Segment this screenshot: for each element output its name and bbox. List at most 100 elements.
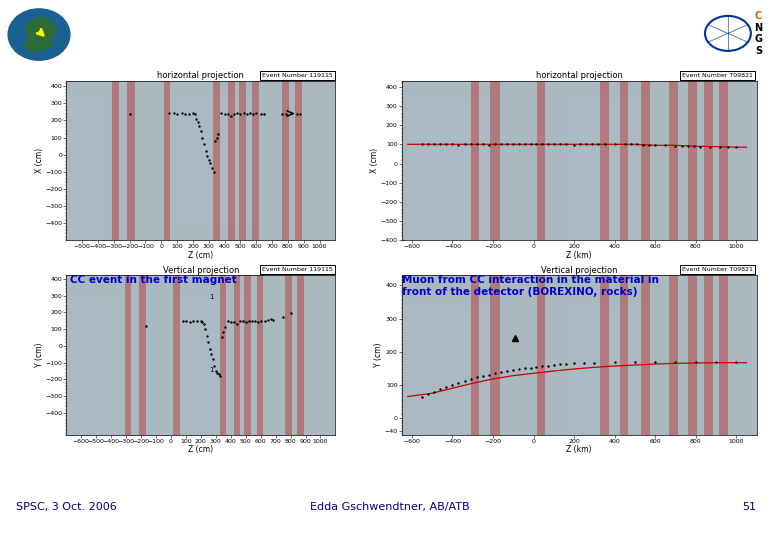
Point <box>489 369 502 377</box>
Point <box>560 140 573 149</box>
Point <box>608 140 621 149</box>
Bar <box>228 81 235 240</box>
Bar <box>127 81 135 240</box>
Point <box>262 315 275 324</box>
Point <box>507 140 519 149</box>
Text: G: G <box>754 34 763 44</box>
Point <box>669 358 682 367</box>
Point <box>578 359 590 367</box>
Point <box>280 109 292 118</box>
Bar <box>719 275 729 435</box>
Point <box>649 358 661 367</box>
Point <box>535 140 548 149</box>
Point <box>193 121 205 130</box>
Point <box>669 141 682 150</box>
Point <box>730 143 743 152</box>
Point <box>459 140 471 149</box>
Point <box>176 316 189 325</box>
Point <box>530 140 542 149</box>
Bar <box>568 305 658 435</box>
Point <box>204 345 216 354</box>
Point <box>464 140 477 149</box>
Text: SPSC, 3 Oct. 2006: SPSC, 3 Oct. 2006 <box>16 502 116 511</box>
Point <box>446 381 459 389</box>
Point <box>422 390 434 399</box>
Point <box>233 316 246 325</box>
Bar <box>402 305 489 435</box>
Point <box>592 140 604 149</box>
Point <box>588 359 601 367</box>
Point <box>225 317 237 326</box>
Point <box>608 358 621 367</box>
Point <box>265 315 278 323</box>
Text: Event Number T09821: Event Number T09821 <box>682 73 753 78</box>
Bar <box>470 81 479 240</box>
Point <box>598 140 611 149</box>
Text: Edda Gschwendtner, AB/ATB: Edda Gschwendtner, AB/ATB <box>310 502 470 511</box>
Point <box>693 143 706 151</box>
Point <box>284 309 296 318</box>
Bar <box>704 81 713 240</box>
Point <box>191 316 204 325</box>
Bar <box>112 81 119 240</box>
Point <box>631 140 644 149</box>
Point <box>183 109 195 118</box>
Point <box>489 140 502 149</box>
Text: 1: 1 <box>209 367 214 373</box>
Bar <box>688 275 697 435</box>
Bar <box>244 275 251 435</box>
Point <box>495 368 507 376</box>
Bar <box>669 275 678 435</box>
Point <box>501 367 513 376</box>
Point <box>176 109 188 117</box>
Point <box>416 140 428 149</box>
Point <box>560 360 573 368</box>
Y-axis label: X (cm): X (cm) <box>35 148 44 173</box>
Point <box>215 333 228 342</box>
Text: Event Number 119115: Event Number 119115 <box>262 267 333 272</box>
Circle shape <box>8 9 70 60</box>
Point <box>636 140 649 149</box>
Point <box>243 316 255 325</box>
Point <box>195 316 207 325</box>
Bar <box>470 275 479 435</box>
Point <box>682 142 694 151</box>
Point <box>452 140 465 149</box>
Title: horizontal projection: horizontal projection <box>536 71 622 80</box>
Point <box>440 382 452 391</box>
Point <box>275 109 288 118</box>
Point <box>209 137 222 145</box>
X-axis label: Z (km): Z (km) <box>566 251 592 260</box>
Text: Event Number 119115: Event Number 119115 <box>262 73 333 78</box>
Bar <box>704 275 713 435</box>
Point <box>214 372 226 380</box>
Bar <box>252 81 259 240</box>
Point <box>548 361 560 369</box>
Point <box>208 362 221 370</box>
Point <box>464 375 477 383</box>
Point <box>501 140 513 149</box>
Point <box>186 109 199 117</box>
Point <box>211 133 223 142</box>
Point <box>254 316 267 325</box>
Point <box>416 392 428 401</box>
Bar <box>490 275 500 435</box>
Point <box>586 140 598 149</box>
Point <box>580 140 593 149</box>
Point <box>710 358 722 367</box>
Y-axis label: Y (cm): Y (cm) <box>35 343 44 367</box>
Point <box>218 323 231 332</box>
Point <box>168 109 180 117</box>
Point <box>548 140 560 149</box>
Text: S: S <box>755 46 762 56</box>
Bar <box>620 275 628 435</box>
Point <box>231 109 243 117</box>
Point <box>187 316 200 325</box>
Point <box>477 372 489 380</box>
Point <box>722 143 735 152</box>
Point <box>212 130 225 138</box>
Point <box>222 316 234 325</box>
Bar <box>719 81 729 240</box>
Point <box>240 109 253 118</box>
Bar <box>600 81 608 240</box>
